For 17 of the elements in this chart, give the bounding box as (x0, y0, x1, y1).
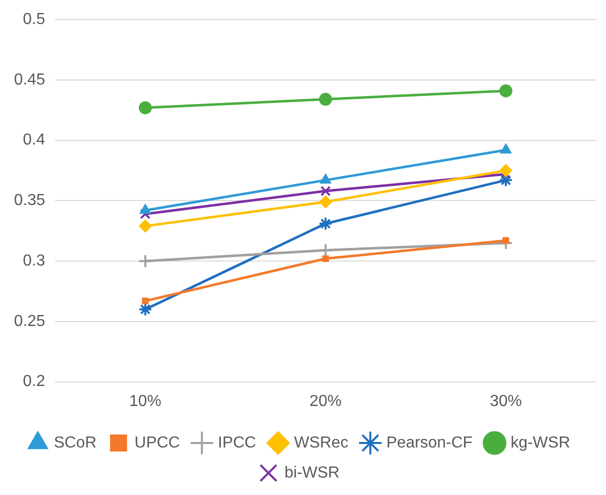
x-tick-label: 20% (310, 392, 342, 410)
y-tick-label: 0.35 (14, 192, 46, 210)
y-tick-label: 0.3 (22, 252, 46, 270)
y-tick-label: 0.2 (22, 373, 46, 390)
legend-label: kg-WSR (510, 434, 570, 452)
y-tick-label: 0.25 (14, 312, 46, 330)
y-tick-label: 0.4 (22, 132, 46, 149)
x-tick-label: 10% (129, 392, 162, 410)
legend-label: Pearson-CF (386, 434, 473, 452)
legend-label: UPCC (134, 434, 180, 452)
legend-label: bi-WSR (284, 464, 340, 482)
y-tick-label: 0.45 (14, 71, 46, 88)
y-tick-label: 0.5 (22, 11, 46, 28)
legend-label: IPCC (218, 434, 256, 452)
legend-label: WSRec (294, 434, 348, 452)
legend-label: SCoR (54, 434, 97, 452)
x-tick-label: 30% (490, 392, 522, 410)
